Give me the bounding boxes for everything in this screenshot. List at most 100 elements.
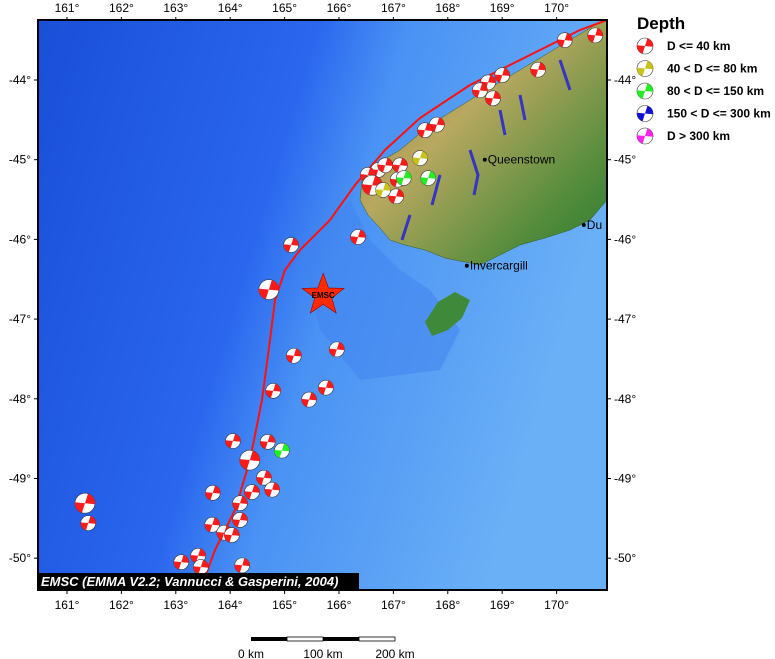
focal-mechanism [530,61,546,78]
lat-label-right: -47° [614,312,636,326]
city-label: Invercargill [470,259,528,273]
focal-mechanism [350,229,366,245]
lon-label-top: 161° [55,1,80,15]
city-label: Du [587,218,602,232]
lon-label-bottom: 161° [55,598,80,612]
scale-label-100: 100 km [303,647,342,659]
focal-mechanism [244,484,260,500]
legend-label: 80 < D <= 150 km [667,84,764,98]
focal-mechanism [395,170,412,186]
credit-text: EMSC (EMMA V2.2; Vannucci & Gasperini, 2… [41,574,338,589]
focal-mechanism [173,554,190,570]
city-marker [581,223,586,228]
focal-mechanism [587,27,604,44]
focal-mechanism [556,32,573,48]
city-marker [464,263,469,268]
epicenter-label: EMSC [312,291,335,300]
shelf [300,200,460,380]
lon-label-bottom: 162° [109,598,134,612]
lon-label-top: 167° [381,1,406,15]
legend-label: D > 300 km [667,129,730,143]
focal-mechanism [265,383,281,399]
lat-label-left: -49° [9,472,31,486]
focal-mechanism [286,347,302,364]
focal-mechanism [417,122,433,139]
focal-mechanism [283,237,299,253]
focal-mechanism [259,434,276,450]
lat-label-left: -48° [9,392,31,406]
credit-box [37,573,359,590]
focal-mechanism [420,170,437,186]
legend-beachball-icon [636,127,654,145]
focal-mechanism [392,157,408,174]
lat-label-left: -50° [9,551,31,565]
lat-label-right: -44° [614,73,636,87]
legend-beachball-icon [636,60,654,77]
scale-label-0: 0 km [238,647,264,659]
focal-mechanism [301,391,317,408]
focal-mechanism [80,515,97,531]
lat-label-right: -45° [614,153,636,167]
epicenter-star-icon [301,272,345,314]
legend-label: D <= 40 km [667,39,730,53]
focal-mechanism [329,341,345,358]
lat-label-left: -47° [9,312,31,326]
lon-label-top: 168° [435,1,460,15]
legend-beachball-icon [636,37,654,55]
city-label: Queenstown [488,153,555,167]
lat-label-right: -46° [614,232,636,246]
south-island [359,20,607,266]
lon-label-bottom: 166° [327,598,352,612]
legend: Depth D <= 40 km 40 < D <= 80 km 80 < D <=… [636,14,771,145]
city-marker [482,157,487,162]
focal-mechanism [204,516,221,533]
lon-label-bottom: 164° [218,598,243,612]
lat-label-left: -44° [9,73,31,87]
focal-mechanism [234,557,250,574]
legend-beachball-icon [636,105,654,122]
lakes [400,59,572,241]
lon-label-bottom: 163° [163,598,188,612]
focal-mechanism [204,485,221,501]
lon-label-bottom: 170° [544,598,569,612]
legend-title: Depth [637,14,685,33]
lat-label-right: -49° [614,472,636,486]
lon-label-bottom: 168° [435,598,460,612]
focal-mechanism [429,116,445,133]
focal-mechanism [258,279,280,300]
lon-label-bottom: 169° [490,598,515,612]
focal-mechanism [388,188,404,205]
lon-label-top: 165° [272,1,297,15]
lat-label-left: -45° [9,153,31,167]
focal-mechanism [412,150,428,166]
scale-label-200: 200 km [375,647,414,659]
focal-mechanism [472,82,488,99]
lon-label-top: 166° [327,1,352,15]
lon-label-top: 170° [544,1,569,15]
focal-mechanism [193,559,209,575]
focal-mechanism [485,90,501,107]
focal-mechanism [256,469,272,486]
lon-label-top: 163° [163,1,188,15]
focal-mechanism [74,492,96,514]
focal-mechanism [225,433,241,449]
legend-beachball-icon [636,82,654,100]
focal-mechanism [232,512,248,528]
lat-label-right: -50° [614,551,636,565]
focal-mechanism [494,67,511,84]
lon-label-top: 162° [109,1,134,15]
lon-label-bottom: 165° [272,598,297,612]
lon-label-top: 169° [490,1,515,15]
focal-mechanism [224,527,240,543]
focal-mechanism [239,449,261,471]
focal-mechanism [375,182,391,198]
focal-mechanism [318,379,334,396]
legend-label: 40 < D <= 80 km [667,62,757,76]
legend-label: 150 < D <= 300 km [667,107,771,121]
lat-label-right: -48° [614,392,636,406]
focal-mechanism [274,442,290,459]
focal-mechanism [232,495,248,512]
focal-mechanism [377,157,394,174]
scale-bar: 0 km 100 km 200 km [238,636,415,659]
